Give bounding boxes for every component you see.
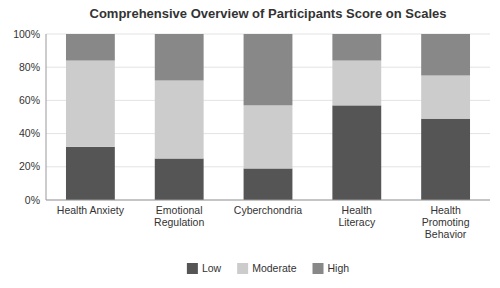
bar-segment — [155, 80, 204, 158]
chart-title: Comprehensive Overview of Participants S… — [90, 6, 447, 21]
bar-segment — [332, 34, 381, 61]
x-tick-label: HealthPromotingBehavior — [422, 204, 470, 240]
bar-segment — [421, 119, 470, 200]
bar-segment — [66, 34, 115, 61]
legend-swatch — [237, 263, 248, 274]
grid — [46, 34, 490, 200]
x-axis: Health Anxiety EmotionalRegulation Cyberch… — [57, 204, 470, 240]
bar-segment — [244, 34, 293, 105]
y-tick-label: 40% — [19, 127, 40, 139]
y-tick-label: 20% — [19, 160, 40, 172]
y-tick-label: 100% — [13, 28, 40, 40]
legend: Low Moderate High — [187, 262, 349, 274]
bar-segment — [155, 34, 204, 80]
bar-segment — [332, 61, 381, 106]
y-tick-label: 80% — [19, 61, 40, 73]
legend-item: Low — [187, 262, 222, 274]
bars — [66, 34, 470, 200]
y-axis: 0% 20% 40% 60% 80% 100% — [13, 28, 40, 206]
legend-swatch — [313, 263, 324, 274]
bar-segment — [66, 147, 115, 200]
chart-container: Comprehensive Overview of Participants S… — [0, 0, 500, 288]
x-tick-label: Health Anxiety — [57, 204, 125, 216]
legend-label: Low — [202, 262, 222, 274]
grid-line — [46, 200, 490, 201]
bar-segment — [421, 76, 470, 119]
bar-segment — [155, 159, 204, 201]
bar-segment — [244, 105, 293, 168]
x-axis-line — [46, 200, 490, 201]
x-tick-label: HealthLiteracy — [338, 204, 376, 228]
y-axis-line — [46, 34, 47, 200]
legend-swatch — [187, 263, 198, 274]
x-tick-label: Cyberchondria — [234, 204, 302, 216]
bar-segment — [66, 61, 115, 147]
legend-label: High — [328, 262, 350, 274]
legend-label: Moderate — [252, 262, 297, 274]
chart-svg: Comprehensive Overview of Participants S… — [0, 0, 500, 288]
x-tick-label: EmotionalRegulation — [154, 204, 204, 228]
legend-item: Moderate — [237, 262, 297, 274]
bar-segment — [244, 168, 293, 200]
y-tick-label: 60% — [19, 94, 40, 106]
bar-segment — [332, 105, 381, 200]
bar-segment — [421, 34, 470, 76]
y-tick-label: 0% — [25, 194, 40, 206]
legend-item: High — [313, 262, 350, 274]
